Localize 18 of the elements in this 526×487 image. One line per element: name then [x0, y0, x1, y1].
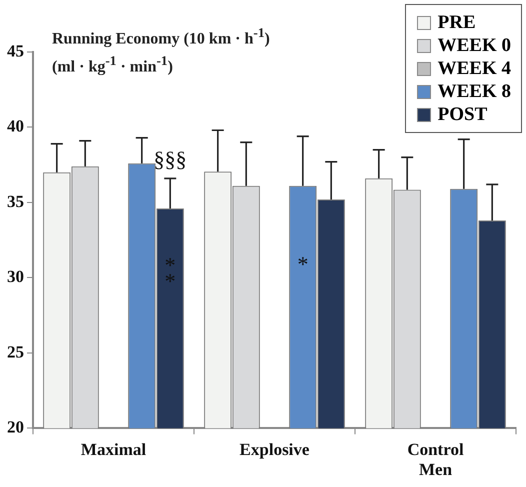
text: Running Economy (10 km · h$^{-1}$) (ml · kg$^{-1}$ · min$^{-1}$)	[52, 25, 270, 76]
legend-label: WEEK 4	[438, 58, 511, 80]
y-tick-label: 30	[7, 267, 24, 286]
y-tick-label: 45	[7, 41, 24, 60]
y-tick-label: 20	[7, 418, 24, 437]
x-tick-label: Maximal	[80, 440, 146, 459]
annotation: §§§	[154, 146, 187, 172]
legend-label: PRE	[438, 12, 476, 34]
x-tick-label: Explosive	[240, 440, 310, 459]
legend-label: POST	[438, 104, 488, 126]
legend-label: WEEK 0	[438, 34, 511, 56]
annotation: **	[164, 252, 176, 294]
annotation: *	[297, 252, 308, 277]
legend-label: WEEK 8	[438, 80, 511, 102]
y-tick-label: 40	[7, 116, 24, 136]
y-tick-label: 25	[7, 342, 24, 362]
x-tick-label: Control Men	[407, 440, 464, 480]
y-tick-label: 35	[7, 192, 24, 211]
